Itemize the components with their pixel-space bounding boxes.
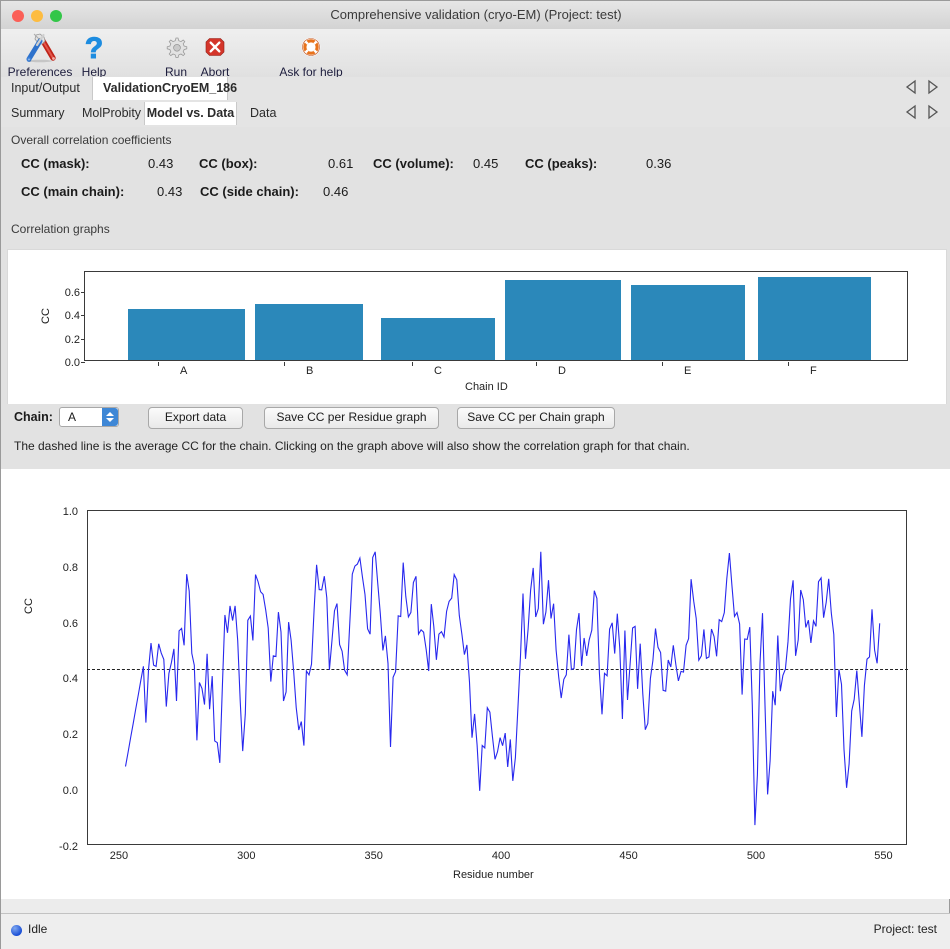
svg-text:?: ? <box>85 33 103 63</box>
